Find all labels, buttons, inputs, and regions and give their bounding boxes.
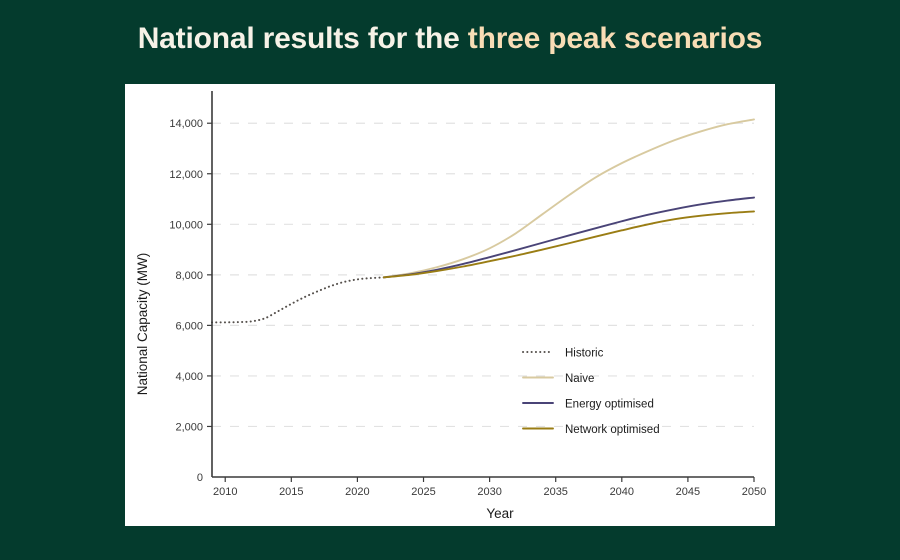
y-tick-label: 12,000 (169, 169, 203, 181)
x-tick-label: 2045 (676, 486, 700, 498)
gridlines-group (212, 122, 754, 428)
y-tick-label: 8,000 (175, 270, 203, 282)
y-tick-label: 10,000 (169, 219, 203, 231)
series-line-energy-optimised (382, 196, 755, 279)
x-tick-label: 2050 (742, 486, 766, 498)
x-tick-label: 2025 (411, 486, 435, 498)
x-tick-label: 2010 (213, 486, 237, 498)
y-tick-label: 0 (197, 472, 203, 484)
chart-legend: Historic Naive Energy optimised Network opt… (522, 348, 660, 436)
page-title: National results for the three peak scen… (0, 22, 900, 56)
legend-label-energy-optimised: Energy optimised (565, 399, 654, 411)
y-tick-label: 4,000 (175, 371, 203, 383)
y-tick-label: 2,000 (175, 421, 203, 433)
series-line-network-optimised (382, 210, 755, 279)
page-title-accent: three peak scenarios (467, 22, 763, 55)
line-chart: 0 2,000 4,000 6,000 8,000 10,000 12,000 14,000 2… (135, 91, 766, 521)
y-tick-label: 14,000 (169, 118, 203, 130)
chart-panel: 0 2,000 4,000 6,000 8,000 10,000 12,000 14,000 2… (125, 84, 775, 526)
legend-label-historic: Historic (565, 348, 604, 360)
y-tick-label: 6,000 (175, 320, 203, 332)
legend-label-network-optimised: Network optimised (565, 424, 660, 436)
series-line-naive (382, 118, 755, 279)
y-axis-title: National Capacity (MW) (135, 253, 150, 396)
x-tick-label: 2020 (345, 486, 369, 498)
axes-group (211, 91, 754, 478)
x-tick-label: 2015 (279, 486, 303, 498)
axis-ticks-group: 0 2,000 4,000 6,000 8,000 10,000 12,000 14,000 2… (169, 118, 766, 498)
x-axis-title: Year (486, 506, 514, 521)
legend-label-naive: Naive (565, 373, 594, 385)
x-tick-label: 2035 (543, 486, 567, 498)
x-tick-label: 2040 (610, 486, 634, 498)
series-group (211, 118, 755, 324)
x-tick-label: 2030 (477, 486, 501, 498)
series-line-historic (211, 276, 385, 324)
page-title-plain: National results for the (137, 22, 468, 55)
